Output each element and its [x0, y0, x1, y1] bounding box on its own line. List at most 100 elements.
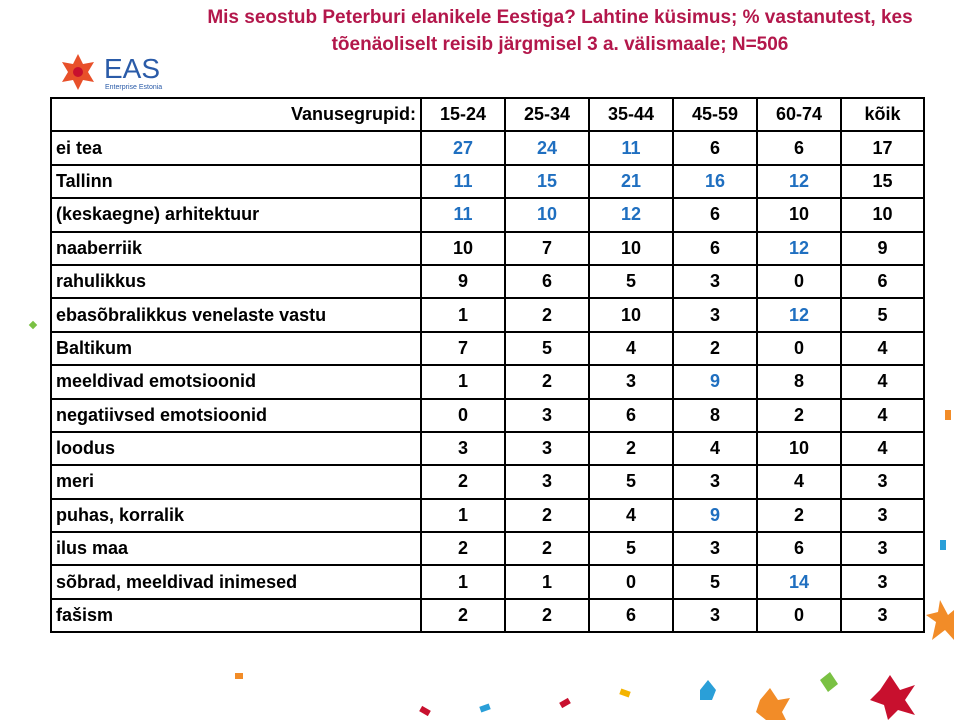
- table-row: meeldivad emotsioonid 1 2 3 9 8 4: [50, 364, 925, 400]
- cell: 10: [588, 230, 674, 266]
- cell: 4: [588, 497, 674, 534]
- row-label: loodus: [50, 430, 422, 467]
- row-label: puhas, korralik: [50, 497, 422, 534]
- cell: 3: [672, 297, 758, 333]
- row-label: ilus maa: [50, 531, 422, 567]
- cell: 2: [504, 364, 590, 400]
- table-row: rahulikkus 9 6 5 3 0 6: [50, 263, 925, 300]
- cell: 3: [840, 597, 925, 634]
- cell: 0: [756, 330, 842, 367]
- cell: 3: [840, 464, 925, 500]
- cell: 12: [588, 197, 674, 233]
- table-row: negatiivsed emotsioonid 0 3 6 8 2 4: [50, 397, 925, 433]
- cell: 9: [672, 497, 758, 534]
- cell: 5: [504, 330, 590, 367]
- table-row: fašism 2 2 6 3 0 3: [50, 597, 925, 634]
- cell: 2: [756, 397, 842, 433]
- cell: 0: [588, 564, 674, 600]
- cell: 3: [840, 564, 925, 600]
- cell: 10: [756, 197, 842, 233]
- cell: 3: [840, 497, 925, 534]
- row-label: rahulikkus: [50, 263, 422, 300]
- table-row: naaberriik 10 7 10 6 12 9: [50, 230, 925, 266]
- cell: 15: [504, 163, 590, 200]
- cell: 3: [672, 464, 758, 500]
- cell: 2: [588, 430, 674, 467]
- cell: 6: [672, 230, 758, 266]
- row-label: Baltikum: [50, 330, 422, 367]
- cell: 4: [840, 430, 925, 467]
- cell: 6: [756, 130, 842, 166]
- table-row: ei tea 27 24 11 6 6 17: [50, 130, 925, 166]
- cell: 2: [672, 330, 758, 367]
- cell: 16: [672, 163, 758, 200]
- cell: 24: [504, 130, 590, 166]
- cell: 9: [672, 364, 758, 400]
- cell: 5: [840, 297, 925, 333]
- cell: 1: [420, 497, 506, 534]
- cell: 12: [756, 163, 842, 200]
- cell: 3: [504, 464, 590, 500]
- table-row: (keskaegne) arhitektuur 11 10 12 6 10 10: [50, 197, 925, 233]
- cell: 1: [420, 364, 506, 400]
- cell: 2: [756, 497, 842, 534]
- cell: 5: [588, 263, 674, 300]
- cell: 6: [588, 597, 674, 634]
- cell: 3: [504, 397, 590, 433]
- header-cell: 25-34: [504, 96, 590, 133]
- cell: 3: [672, 597, 758, 634]
- cell: 2: [504, 497, 590, 534]
- cell: 14: [756, 564, 842, 600]
- row-label: ei tea: [50, 130, 422, 166]
- cell: 2: [420, 464, 506, 500]
- cell: 10: [504, 197, 590, 233]
- cell: 4: [588, 330, 674, 367]
- cell: 3: [420, 430, 506, 467]
- cell: 3: [840, 531, 925, 567]
- cell: 0: [756, 597, 842, 634]
- cell: 2: [504, 597, 590, 634]
- cell: 4: [840, 330, 925, 367]
- cell: 2: [420, 597, 506, 634]
- header-cell: 60-74: [756, 96, 842, 133]
- cell: 6: [672, 130, 758, 166]
- header-cell: Vanusegrupid:: [50, 96, 422, 133]
- row-label: fašism: [50, 597, 422, 634]
- table-row: sõbrad, meeldivad inimesed 1 1 0 5 14 3: [50, 564, 925, 600]
- cell: 2: [420, 531, 506, 567]
- table-row: ebasõbralikkus venelaste vastu 1 2 10 3 12 5: [50, 297, 925, 333]
- cell: 1: [420, 297, 506, 333]
- cell: 21: [588, 163, 674, 200]
- cell: 7: [420, 330, 506, 367]
- cell: 10: [420, 230, 506, 266]
- cell: 4: [672, 430, 758, 467]
- cell: 5: [588, 464, 674, 500]
- row-label: sõbrad, meeldivad inimesed: [50, 564, 422, 600]
- row-label: (keskaegne) arhitektuur: [50, 197, 422, 233]
- cell: 7: [504, 230, 590, 266]
- cell: 12: [756, 230, 842, 266]
- cell: 6: [840, 263, 925, 300]
- header-cell: kõik: [840, 96, 925, 133]
- cell: 2: [504, 531, 590, 567]
- cell: 5: [672, 564, 758, 600]
- cell: 3: [672, 531, 758, 567]
- cell: 6: [756, 531, 842, 567]
- header-cell: 45-59: [672, 96, 758, 133]
- logo-name: EAS: [104, 53, 160, 84]
- row-label: meri: [50, 464, 422, 500]
- cell: 27: [420, 130, 506, 166]
- cell: 11: [420, 163, 506, 200]
- cell: 1: [420, 564, 506, 600]
- cell: 8: [756, 364, 842, 400]
- cell: 9: [840, 230, 925, 266]
- cell: 11: [420, 197, 506, 233]
- cell: 4: [756, 464, 842, 500]
- row-label: meeldivad emotsioonid: [50, 364, 422, 400]
- row-label: Tallinn: [50, 163, 422, 200]
- table-row: meri 2 3 5 3 4 3: [50, 464, 925, 500]
- cell: 6: [588, 397, 674, 433]
- header-row: Vanusegrupid: 15-24 25-34 35-44 45-59 60-74 kõ…: [50, 96, 925, 133]
